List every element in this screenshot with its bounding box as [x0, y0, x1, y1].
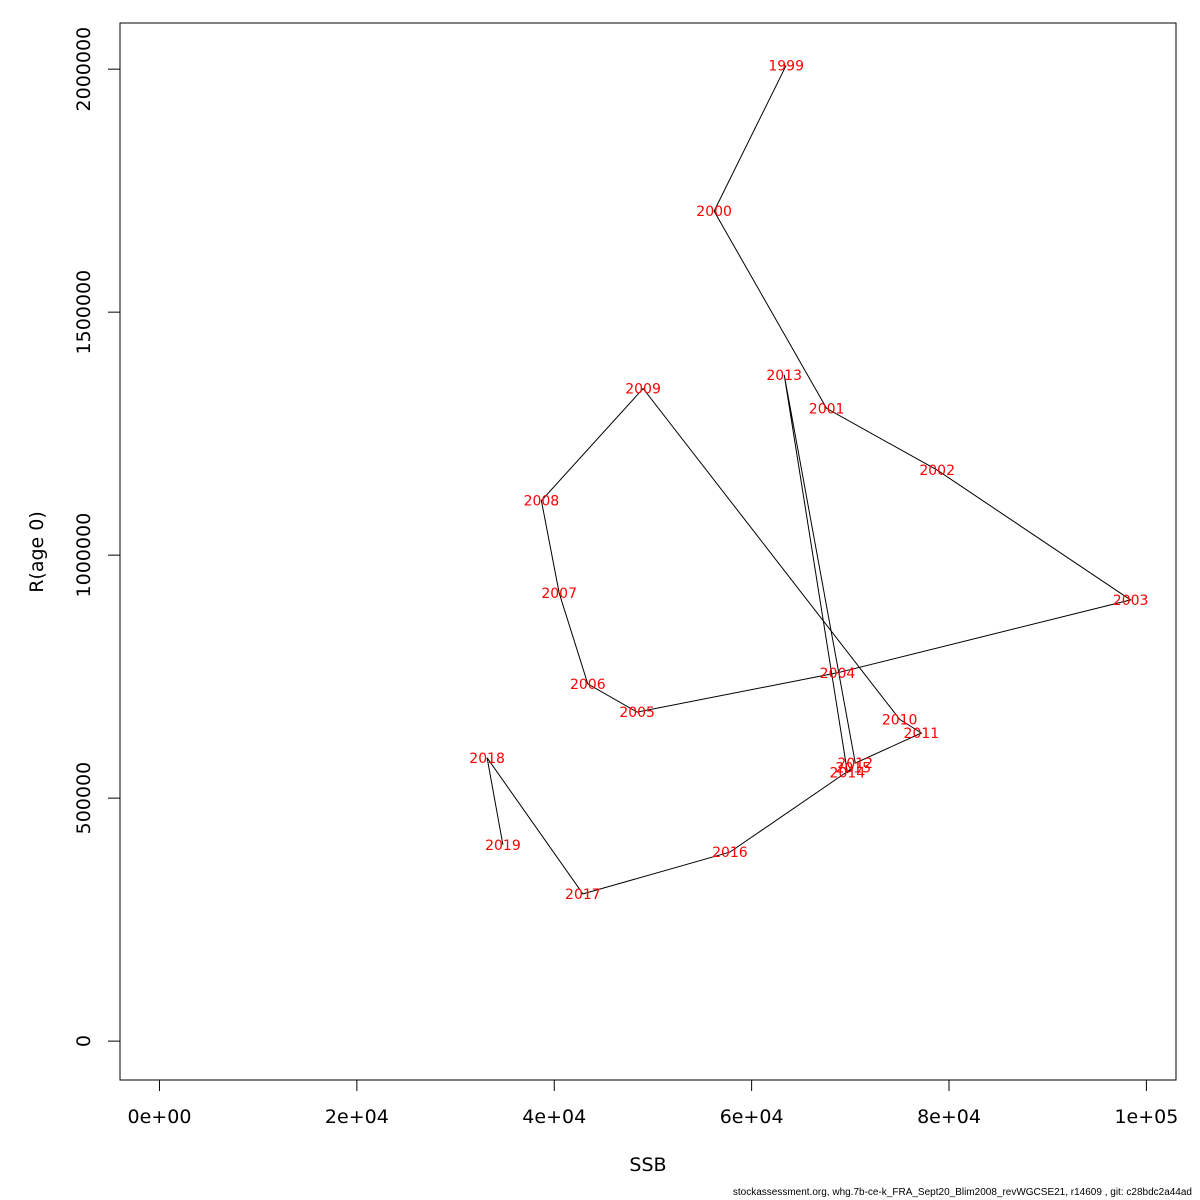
- point-label-2015: 2015: [835, 761, 871, 777]
- point-label-2019: 2019: [485, 838, 521, 854]
- point-labels: 1999 2000 2001 2002 2003 2004 2005 2006 2007 2008…: [469, 58, 1148, 903]
- y-axis-title: R(age 0): [26, 511, 48, 593]
- point-label-2018: 2018: [469, 751, 505, 767]
- point-label-2000: 2000: [696, 204, 732, 220]
- y-axis: 0 500000 1000000 1500000 2000000: [73, 27, 121, 1047]
- y-tick-label: 1000000: [73, 513, 95, 598]
- x-tick-label: 8e+04: [917, 1106, 981, 1128]
- point-label-2008: 2008: [524, 494, 560, 510]
- point-label-2011: 2011: [904, 726, 940, 742]
- point-label-2004: 2004: [820, 666, 856, 682]
- x-axis-title: SSB: [629, 1154, 666, 1176]
- y-tick-label: 0: [73, 1035, 95, 1047]
- y-tick-label: 500000: [73, 762, 95, 835]
- point-label-2016: 2016: [712, 845, 748, 861]
- point-label-2001: 2001: [809, 401, 845, 417]
- series-path: [486, 65, 1132, 895]
- point-label-2002: 2002: [919, 463, 955, 479]
- y-tick-label: 2000000: [73, 27, 95, 112]
- point-label-2007: 2007: [541, 586, 577, 602]
- point-label-2009: 2009: [625, 381, 661, 397]
- plot-frame: [119, 22, 1177, 1081]
- point-label-2003: 2003: [1113, 593, 1149, 609]
- footer-credit: stockassessment.org, whg.7b-ce-k_FRA_Sep…: [732, 1187, 1192, 1198]
- x-tick-label: 6e+04: [720, 1106, 784, 1128]
- x-tick-label: 4e+04: [522, 1106, 586, 1128]
- point-label-2005: 2005: [619, 705, 655, 721]
- point-label-2012: 2012: [837, 756, 873, 772]
- point-label-2006: 2006: [570, 677, 606, 693]
- point-label-2010: 2010: [882, 712, 918, 728]
- point-label-2017: 2017: [565, 887, 601, 903]
- y-tick-label: 1500000: [73, 270, 95, 355]
- x-tick-label: 1e+05: [1114, 1106, 1178, 1128]
- point-label-2014: 2014: [830, 765, 866, 781]
- point-label-1999: 1999: [768, 58, 804, 74]
- sr-trajectory-line: [486, 65, 1132, 895]
- x-axis: 0e+00 2e+04 4e+04 6e+04 8e+04 1e+05: [128, 1079, 1178, 1128]
- x-tick-label: 2e+04: [325, 1106, 389, 1128]
- point-label-2013: 2013: [766, 368, 802, 384]
- x-tick-label: 0e+00: [128, 1106, 192, 1128]
